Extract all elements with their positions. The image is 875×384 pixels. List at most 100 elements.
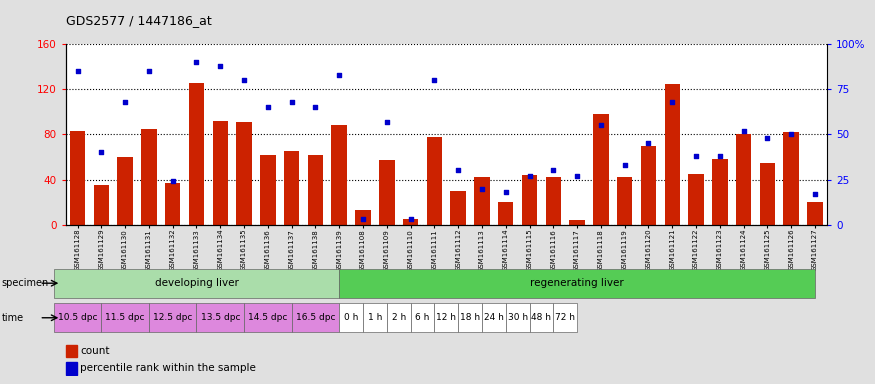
- Bar: [308, 155, 323, 225]
- Text: 72 h: 72 h: [556, 313, 575, 322]
- Text: GDS2577 / 1447186_at: GDS2577 / 1447186_at: [66, 14, 212, 27]
- Bar: [117, 157, 133, 225]
- Bar: [410, 303, 434, 332]
- Bar: [149, 303, 197, 332]
- Bar: [402, 219, 418, 225]
- Point: [808, 191, 822, 197]
- Text: 6 h: 6 h: [416, 313, 430, 322]
- Text: 24 h: 24 h: [484, 313, 504, 322]
- Text: 1 h: 1 h: [368, 313, 382, 322]
- Bar: [94, 185, 109, 225]
- Bar: [640, 146, 656, 225]
- Bar: [189, 83, 204, 225]
- Point: [308, 104, 322, 111]
- Bar: [141, 129, 157, 225]
- Text: 12 h: 12 h: [437, 313, 456, 322]
- Point: [665, 99, 679, 105]
- Bar: [66, 362, 77, 375]
- Bar: [760, 162, 775, 225]
- Bar: [284, 151, 299, 225]
- Point: [118, 99, 132, 105]
- Point: [546, 167, 560, 174]
- Point: [380, 119, 394, 125]
- Text: regenerating liver: regenerating liver: [530, 278, 624, 288]
- Bar: [434, 303, 458, 332]
- Bar: [546, 177, 561, 225]
- Bar: [808, 202, 822, 225]
- Bar: [617, 177, 633, 225]
- Bar: [736, 134, 752, 225]
- Bar: [427, 137, 442, 225]
- Bar: [529, 303, 553, 332]
- Bar: [553, 303, 578, 332]
- Bar: [340, 303, 363, 332]
- Bar: [506, 303, 529, 332]
- Bar: [291, 303, 340, 332]
- Bar: [66, 345, 77, 357]
- Bar: [340, 269, 815, 298]
- Bar: [458, 303, 482, 332]
- Text: 11.5 dpc: 11.5 dpc: [105, 313, 145, 322]
- Bar: [689, 174, 704, 225]
- Point: [499, 189, 513, 195]
- Bar: [498, 202, 514, 225]
- Point: [142, 68, 156, 74]
- Point: [641, 141, 655, 147]
- Text: 16.5 dpc: 16.5 dpc: [296, 313, 335, 322]
- Point: [713, 153, 727, 159]
- Bar: [53, 303, 102, 332]
- Bar: [102, 303, 149, 332]
- Bar: [213, 121, 228, 225]
- Bar: [332, 125, 346, 225]
- Text: 48 h: 48 h: [531, 313, 551, 322]
- Point: [522, 173, 536, 179]
- Point: [594, 122, 608, 128]
- Bar: [53, 269, 340, 298]
- Bar: [482, 303, 506, 332]
- Text: developing liver: developing liver: [155, 278, 238, 288]
- Text: 14.5 dpc: 14.5 dpc: [248, 313, 288, 322]
- Point: [618, 162, 632, 168]
- Point: [237, 77, 251, 83]
- Point: [332, 72, 346, 78]
- Point: [570, 173, 584, 179]
- Text: time: time: [2, 313, 24, 323]
- Bar: [260, 155, 276, 225]
- Point: [403, 216, 417, 222]
- Point: [737, 128, 751, 134]
- Bar: [387, 303, 410, 332]
- Point: [689, 153, 703, 159]
- Text: 30 h: 30 h: [507, 313, 528, 322]
- Bar: [712, 159, 727, 225]
- Bar: [474, 177, 490, 225]
- Point: [214, 63, 228, 69]
- Text: 13.5 dpc: 13.5 dpc: [200, 313, 240, 322]
- Bar: [379, 161, 395, 225]
- Text: count: count: [80, 346, 110, 356]
- Point: [784, 131, 798, 137]
- Point: [284, 99, 298, 105]
- Bar: [244, 303, 291, 332]
- Point: [475, 185, 489, 192]
- Bar: [165, 183, 180, 225]
- Bar: [363, 303, 387, 332]
- Bar: [451, 191, 466, 225]
- Text: 18 h: 18 h: [460, 313, 480, 322]
- Bar: [570, 220, 584, 225]
- Text: specimen: specimen: [2, 278, 49, 288]
- Text: 0 h: 0 h: [344, 313, 358, 322]
- Bar: [783, 132, 799, 225]
- Bar: [236, 122, 252, 225]
- Point: [261, 104, 275, 111]
- Bar: [70, 131, 85, 225]
- Point: [452, 167, 466, 174]
- Bar: [593, 114, 609, 225]
- Point: [760, 135, 774, 141]
- Bar: [522, 175, 537, 225]
- Point: [94, 149, 108, 156]
- Text: percentile rank within the sample: percentile rank within the sample: [80, 363, 256, 373]
- Bar: [197, 303, 244, 332]
- Point: [71, 68, 85, 74]
- Point: [190, 59, 204, 65]
- Text: 10.5 dpc: 10.5 dpc: [58, 313, 97, 322]
